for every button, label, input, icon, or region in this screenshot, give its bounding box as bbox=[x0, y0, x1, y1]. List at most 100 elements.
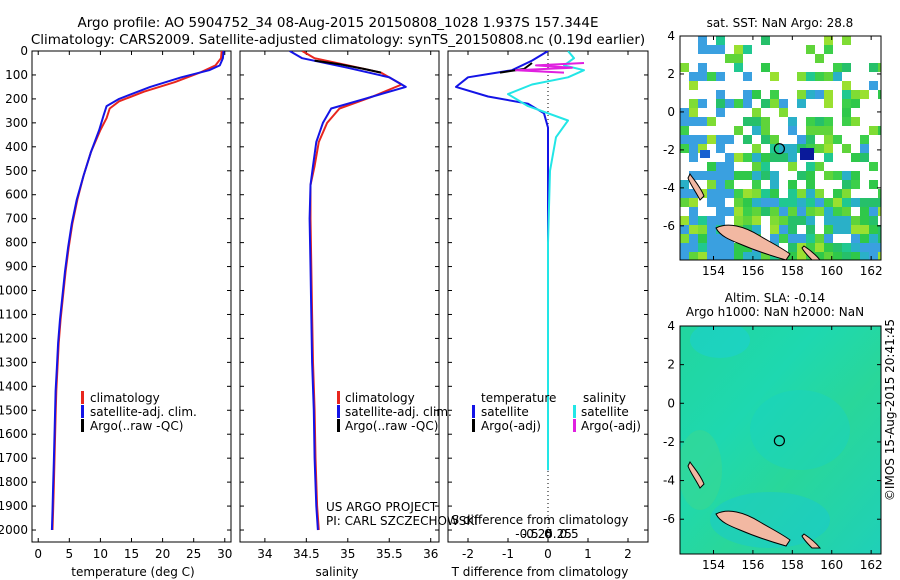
sst-cell bbox=[761, 153, 770, 162]
y-tick-label: -6 bbox=[663, 219, 675, 233]
land-bougainville bbox=[801, 245, 821, 260]
sst-cell bbox=[779, 207, 788, 216]
sst-cell bbox=[815, 144, 824, 153]
series-line-s-argo-adj- bbox=[515, 62, 585, 74]
sst-cell bbox=[734, 54, 743, 63]
x-tick-label: 156 bbox=[741, 264, 764, 278]
legend-label-climatology: climatology bbox=[90, 391, 160, 405]
sst-cell bbox=[869, 162, 878, 171]
sst-cell bbox=[824, 243, 833, 252]
sst-cell bbox=[833, 135, 842, 144]
sst-cell bbox=[788, 225, 797, 234]
sst-cell bbox=[716, 135, 725, 144]
x-tick-label: 160 bbox=[820, 558, 843, 572]
sst-cell bbox=[806, 189, 815, 198]
sst-cell bbox=[680, 63, 689, 72]
sst-cell bbox=[689, 225, 698, 234]
sla-anomaly-center bbox=[750, 390, 850, 470]
x-tick-label: 35 bbox=[340, 547, 355, 561]
sst-cell bbox=[707, 72, 716, 81]
series-group bbox=[289, 51, 407, 531]
sst-cell bbox=[842, 216, 851, 225]
y-tick-label: 1500 bbox=[0, 403, 28, 417]
sst-cell bbox=[734, 243, 743, 252]
sst-cell bbox=[707, 252, 716, 260]
sst-cell bbox=[770, 216, 779, 225]
x-tick-label: 158 bbox=[781, 264, 804, 278]
legend-label-satellite: satellite-adj. clim. bbox=[345, 405, 452, 419]
sst-cell bbox=[824, 135, 833, 144]
sst-cell bbox=[842, 243, 851, 252]
sst-cell bbox=[716, 90, 725, 99]
sla-map-frame bbox=[679, 325, 882, 555]
sst-cell bbox=[680, 252, 689, 260]
y-tick-label: -6 bbox=[663, 512, 675, 526]
legend-heading-salinity: salinity bbox=[583, 391, 626, 405]
sst-cell bbox=[788, 126, 797, 135]
sst-cell bbox=[842, 81, 851, 90]
x-tick-label: 36 bbox=[423, 547, 438, 561]
sst-cell bbox=[680, 198, 689, 207]
sst-cell bbox=[725, 162, 734, 171]
sst-cell bbox=[851, 234, 860, 243]
sst-cell bbox=[869, 216, 878, 225]
x-tick-label-salinity: -0.5 bbox=[515, 527, 538, 541]
credit-pi: PI: CARL SZCZECHOWSKI bbox=[326, 514, 478, 528]
sst-argo-position-marker bbox=[773, 143, 785, 155]
sst-cell bbox=[842, 90, 851, 99]
sst-cell bbox=[824, 99, 833, 108]
sst-cell bbox=[851, 216, 860, 225]
salinity-legend: climatology satellite-adj. clim. Argo(..… bbox=[337, 391, 452, 433]
x-tick-label: 20 bbox=[155, 547, 170, 561]
y-tick-label: 500 bbox=[5, 164, 28, 178]
difference-xlabel: T difference from climatology bbox=[451, 565, 629, 579]
sst-cell bbox=[761, 135, 770, 144]
difference-legend: temperature satellite Argo(-adj) salinit… bbox=[472, 391, 641, 433]
sst-cell bbox=[698, 234, 707, 243]
sst-cell bbox=[698, 252, 707, 260]
sst-cell bbox=[842, 207, 851, 216]
sst-cell bbox=[716, 189, 725, 198]
sst-cell bbox=[734, 189, 743, 198]
legend-swatch-t-argo bbox=[472, 419, 475, 432]
sst-cell bbox=[680, 180, 689, 189]
y-tick-label: 600 bbox=[5, 188, 28, 202]
sst-cell bbox=[806, 216, 815, 225]
land-new-britain bbox=[715, 224, 791, 260]
sst-cell bbox=[797, 99, 806, 108]
y-tick-label: 0 bbox=[667, 396, 675, 410]
sst-map-frame bbox=[679, 35, 882, 261]
legend-swatch-t-satellite bbox=[472, 405, 475, 418]
sst-cell bbox=[761, 126, 770, 135]
sst-cell bbox=[698, 36, 707, 45]
sst-cell bbox=[806, 135, 815, 144]
sst-cell bbox=[779, 99, 788, 108]
sst-cell bbox=[842, 252, 851, 260]
sst-cell bbox=[689, 207, 698, 216]
difference-xlabel-top: S difference from climatology bbox=[452, 513, 629, 527]
sst-cell bbox=[788, 144, 797, 153]
sst-cell bbox=[707, 225, 716, 234]
sst-cell bbox=[770, 198, 779, 207]
sst-cell bbox=[743, 171, 752, 180]
sst-cell bbox=[842, 171, 851, 180]
sst-cell bbox=[752, 153, 761, 162]
sst-cell bbox=[878, 234, 881, 243]
sst-cell bbox=[851, 252, 860, 260]
series-line-climatology bbox=[301, 51, 403, 531]
legend-label-s-satellite: satellite bbox=[581, 405, 629, 419]
sst-cell bbox=[815, 162, 824, 171]
credit-project: US ARGO PROJECT bbox=[326, 500, 438, 514]
sst-cell bbox=[860, 243, 869, 252]
x-tick-label: 154 bbox=[702, 558, 725, 572]
legend-swatch-s-satellite bbox=[573, 405, 576, 418]
sst-cell bbox=[797, 252, 806, 260]
sst-cell bbox=[725, 99, 734, 108]
sst-cell bbox=[770, 90, 779, 99]
legend-swatch-climatology bbox=[337, 391, 340, 404]
sst-cell bbox=[680, 144, 689, 153]
sst-cell bbox=[833, 207, 842, 216]
sst-cell bbox=[860, 216, 869, 225]
